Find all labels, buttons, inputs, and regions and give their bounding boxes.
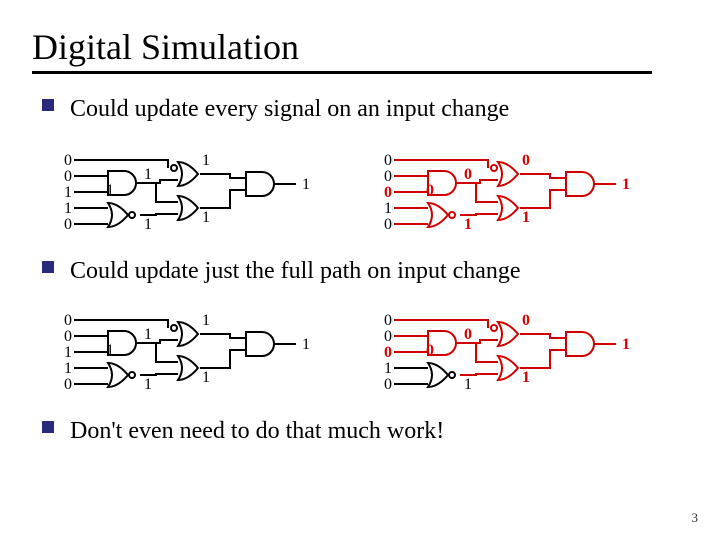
svg-text:0: 0: [522, 312, 530, 329]
svg-text:0: 0: [384, 168, 392, 185]
svg-text:1: 1: [64, 360, 72, 377]
svg-text:0: 0: [64, 168, 72, 185]
slide-number: 3: [692, 510, 699, 526]
svg-text:0: 0: [384, 312, 392, 329]
page-title: Digital Simulation: [32, 26, 299, 68]
svg-text:1: 1: [522, 369, 530, 386]
svg-text:1: 1: [64, 200, 72, 217]
svg-text:0: 0: [384, 344, 392, 361]
svg-text:1: 1: [144, 216, 152, 233]
svg-text:0: 0: [384, 376, 392, 393]
svg-text:1: 1: [106, 182, 114, 199]
svg-text:1: 1: [302, 336, 310, 353]
svg-text:1: 1: [302, 176, 310, 193]
circuit-c3: 00110111111: [60, 310, 360, 410]
svg-text:1: 1: [202, 312, 210, 329]
svg-text:0: 0: [64, 376, 72, 393]
svg-text:1: 1: [144, 376, 152, 393]
svg-text:1: 1: [622, 176, 630, 193]
svg-text:0: 0: [426, 182, 434, 199]
svg-text:0: 0: [64, 216, 72, 233]
svg-text:1: 1: [144, 166, 152, 183]
bullet-1: Could update every signal on an input ch…: [70, 96, 509, 123]
svg-text:1: 1: [64, 344, 72, 361]
svg-text:0: 0: [384, 184, 392, 201]
svg-text:0: 0: [64, 152, 72, 169]
svg-text:0: 0: [64, 328, 72, 345]
svg-text:1: 1: [144, 326, 152, 343]
bullet-3: Don't even need to do that much work!: [70, 418, 444, 445]
title-underline: [32, 71, 652, 74]
circuit-c1: 00110111111: [60, 150, 360, 250]
svg-text:1: 1: [522, 209, 530, 226]
svg-text:1: 1: [202, 369, 210, 386]
bullet-square-icon: [42, 99, 54, 111]
svg-text:0: 0: [464, 326, 472, 343]
svg-text:0: 0: [464, 166, 472, 183]
circuit-c4: 00010001011: [380, 310, 680, 410]
svg-text:1: 1: [622, 336, 630, 353]
bullet-1-text: Could update every signal on an input ch…: [70, 96, 509, 122]
svg-text:1: 1: [464, 376, 472, 393]
svg-text:0: 0: [522, 152, 530, 169]
bullet-square-icon: [42, 261, 54, 273]
circuit-c2: 00010001011: [380, 150, 680, 250]
bullet-2-text: Could update just the full path on input…: [70, 258, 521, 284]
svg-text:1: 1: [202, 209, 210, 226]
svg-text:0: 0: [384, 152, 392, 169]
svg-text:1: 1: [384, 200, 392, 217]
bullet-3-text: Don't even need to do that much work!: [70, 418, 444, 444]
svg-text:1: 1: [384, 360, 392, 377]
svg-text:0: 0: [426, 342, 434, 359]
svg-text:1: 1: [64, 184, 72, 201]
svg-text:1: 1: [106, 342, 114, 359]
svg-text:0: 0: [384, 328, 392, 345]
bullet-2: Could update just the full path on input…: [70, 258, 521, 285]
svg-text:1: 1: [202, 152, 210, 169]
svg-text:0: 0: [64, 312, 72, 329]
bullet-square-icon: [42, 421, 54, 433]
svg-text:1: 1: [464, 216, 472, 233]
svg-text:0: 0: [384, 216, 392, 233]
